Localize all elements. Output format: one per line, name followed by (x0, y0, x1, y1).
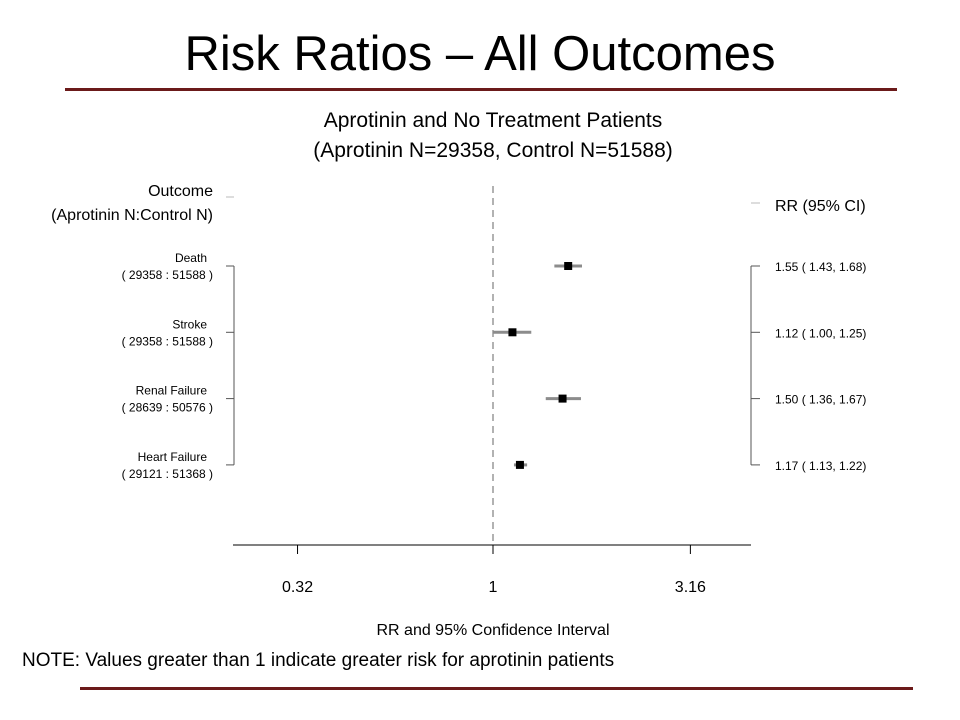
point-death (564, 262, 573, 270)
slide-title: Risk Ratios – All Outcomes (184, 27, 776, 81)
row-counts-heart-failure: ( 29121 : 51368 ) (122, 467, 213, 481)
outcome-header: Outcome (148, 183, 213, 200)
x-tick-label-3: 3.16 (675, 579, 706, 596)
row-outcome-renal-failure: Renal Failure (136, 384, 208, 398)
x-tick-label-1: 0.32 (282, 579, 313, 596)
row-counts-stroke: ( 29358 : 51588 ) (122, 334, 213, 348)
footnote: NOTE: Values greater than 1 indicate gre… (22, 650, 615, 671)
chart-title-line-1: Aprotinin and No Treatment Patients (324, 109, 663, 132)
row-counts-renal-failure: ( 28639 : 50576 ) (122, 401, 213, 415)
rr-label-renal-failure: 1.50 ( 1.36, 1.67) (775, 393, 866, 407)
x-tick-label-2: 1 (489, 579, 498, 596)
counts-header: (Aprotinin N:Control N) (51, 207, 213, 224)
point-heart-failure (515, 460, 524, 469)
rr-label-stroke: 1.12 ( 1.00, 1.25) (775, 326, 866, 340)
footer-divider (80, 687, 913, 690)
rr-label-death: 1.55 ( 1.43, 1.68) (775, 260, 866, 274)
x-axis-label: RR and 95% Confidence Interval (376, 622, 609, 639)
rr-ci-header: RR (95% CI) (775, 198, 866, 215)
row-outcome-heart-failure: Heart Failure (138, 450, 208, 464)
row-outcome-death: Death (175, 251, 207, 265)
chart-title-line-2: (Aprotinin N=29358, Control N=51588) (313, 139, 673, 162)
title-divider (65, 88, 897, 91)
rr-label-heart-failure: 1.17 ( 1.13, 1.22) (775, 459, 866, 473)
row-counts-death: ( 29358 : 51588 ) (122, 268, 213, 282)
row-outcome-stroke: Stroke (172, 317, 207, 331)
point-stroke (508, 328, 517, 337)
point-renal-failure (558, 394, 567, 403)
